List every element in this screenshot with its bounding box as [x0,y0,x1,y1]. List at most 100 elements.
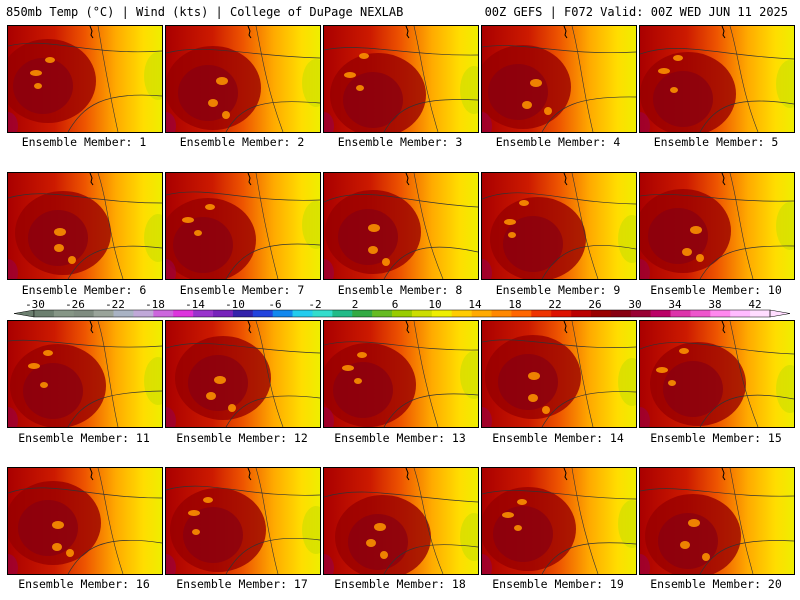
temperature-field-map [640,468,794,574]
ensemble-member-label: Ensemble Member: 13 [334,431,466,445]
ensemble-member-label: Ensemble Member: 7 [179,283,305,297]
colorbar-tick-label: 38 [708,298,722,311]
colorbar-swatch [232,310,254,317]
colorbar-swatch [531,310,552,317]
colorbar-swatch [332,310,353,317]
colorbar-tick-label: -22 [105,298,125,311]
colorbar-tick-label: -18 [145,298,165,311]
colorbar-swatch [34,310,55,317]
ensemble-panel [165,320,321,428]
temperature-field-map [8,173,162,279]
colorbar-tick-label: 42 [748,298,762,311]
ensemble-member-label: Ensemble Member: 3 [337,135,463,149]
colorbar-swatch [650,310,671,317]
ensemble-panel [323,467,479,575]
temperature-field-map [324,321,478,427]
colorbar-swatch [213,310,234,317]
ensemble-panel [639,467,795,575]
temperature-field-map [166,26,320,132]
ensemble-panel [7,25,163,133]
ensemble-panel [7,467,163,575]
temperature-field-map [482,173,636,279]
ensemble-member-label: Ensemble Member: 4 [495,135,621,149]
colorbar-swatch [133,310,154,317]
colorbar-swatch [352,310,373,317]
colorbar-swatch [113,310,134,317]
colorbar-swatch [292,310,313,317]
ensemble-member-label: Ensemble Member: 18 [334,577,466,591]
temperature-colorbar [13,309,791,318]
colorbar-tick-label: 26 [588,298,602,311]
ensemble-member-label: Ensemble Member: 15 [650,431,782,445]
ensemble-panel [7,172,163,280]
colorbar-tick-label: 34 [668,298,682,311]
temperature-field-map [166,173,320,279]
temperature-field-map [324,26,478,132]
ensemble-panel [165,25,321,133]
colorbar-swatch [173,310,194,317]
temperature-field-map [640,321,794,427]
colorbar-tick-label: -26 [65,298,85,311]
ensemble-member-label: Ensemble Member: 11 [18,431,150,445]
colorbar-tick-label: 18 [508,298,522,311]
temperature-field-map [8,468,162,574]
colorbar-tick-label: -30 [25,298,45,311]
colorbar-swatch [750,310,771,317]
ensemble-panel [323,172,479,280]
ensemble-member-label: Ensemble Member: 5 [653,135,779,149]
ensemble-member-label: Ensemble Member: 19 [492,577,624,591]
colorbar-swatch [252,310,274,317]
colorbar-swatch [471,310,492,317]
colorbar-swatch [451,310,472,317]
colorbar-swatch [491,310,512,317]
colorbar-swatch [551,310,572,317]
colorbar-swatch [710,310,731,317]
colorbar-swatch [610,310,632,317]
colorbar-tick-label: 22 [548,298,562,311]
run-valid-time: 00Z GEFS | F072 Valid: 00Z WED JUN 11 20… [484,5,788,19]
colorbar-swatch [73,310,94,317]
colorbar-swatch [431,310,453,317]
colorbar-tick-label: 10 [428,298,442,311]
colorbar-swatch [730,310,751,317]
colorbar-tick-label: -10 [225,298,245,311]
colorbar-swatch [392,310,413,317]
colorbar-swatch [411,310,433,317]
ensemble-panel [165,172,321,280]
ensemble-member-label: Ensemble Member: 16 [18,577,150,591]
ensemble-member-label: Ensemble Member: 14 [492,431,624,445]
ensemble-panel [323,25,479,133]
colorbar-swatch [93,310,114,317]
temperature-field-map [482,26,636,132]
colorbar-swatch [272,310,293,317]
temperature-field-map [166,468,320,574]
temperature-field-map [324,468,478,574]
temperature-field-map [640,26,794,132]
colorbar-swatch [193,310,214,317]
colorbar-swatch [153,310,174,317]
colorbar-swatch [372,310,393,317]
product-title: 850mb Temp (°C) | Wind (kts) | College o… [6,5,404,19]
ensemble-panel [7,320,163,428]
colorbar-tick-label: 2 [351,298,359,311]
ensemble-panel [639,172,795,280]
ensemble-panel [639,320,795,428]
temperature-field-map [482,468,636,574]
ensemble-panel [639,25,795,133]
ensemble-member-label: Ensemble Member: 8 [337,283,463,297]
temperature-field-map [324,173,478,279]
ensemble-member-label: Ensemble Member: 6 [21,283,147,297]
ensemble-member-label: Ensemble Member: 12 [176,431,308,445]
ensemble-member-label: Ensemble Member: 10 [650,283,782,297]
ensemble-panel [323,320,479,428]
colorbar-swatch [630,310,651,317]
temperature-field-map [640,173,794,279]
colorbar-tick-label: -14 [185,298,205,311]
colorbar-tick-label: 30 [628,298,642,311]
temperature-field-map [166,321,320,427]
colorbar-tick-label: -2 [308,298,322,311]
map-header: 850mb Temp (°C) | Wind (kts) | College o… [0,0,800,24]
ensemble-panel [165,467,321,575]
colorbar-swatch [690,310,711,317]
temperature-field-map [482,321,636,427]
